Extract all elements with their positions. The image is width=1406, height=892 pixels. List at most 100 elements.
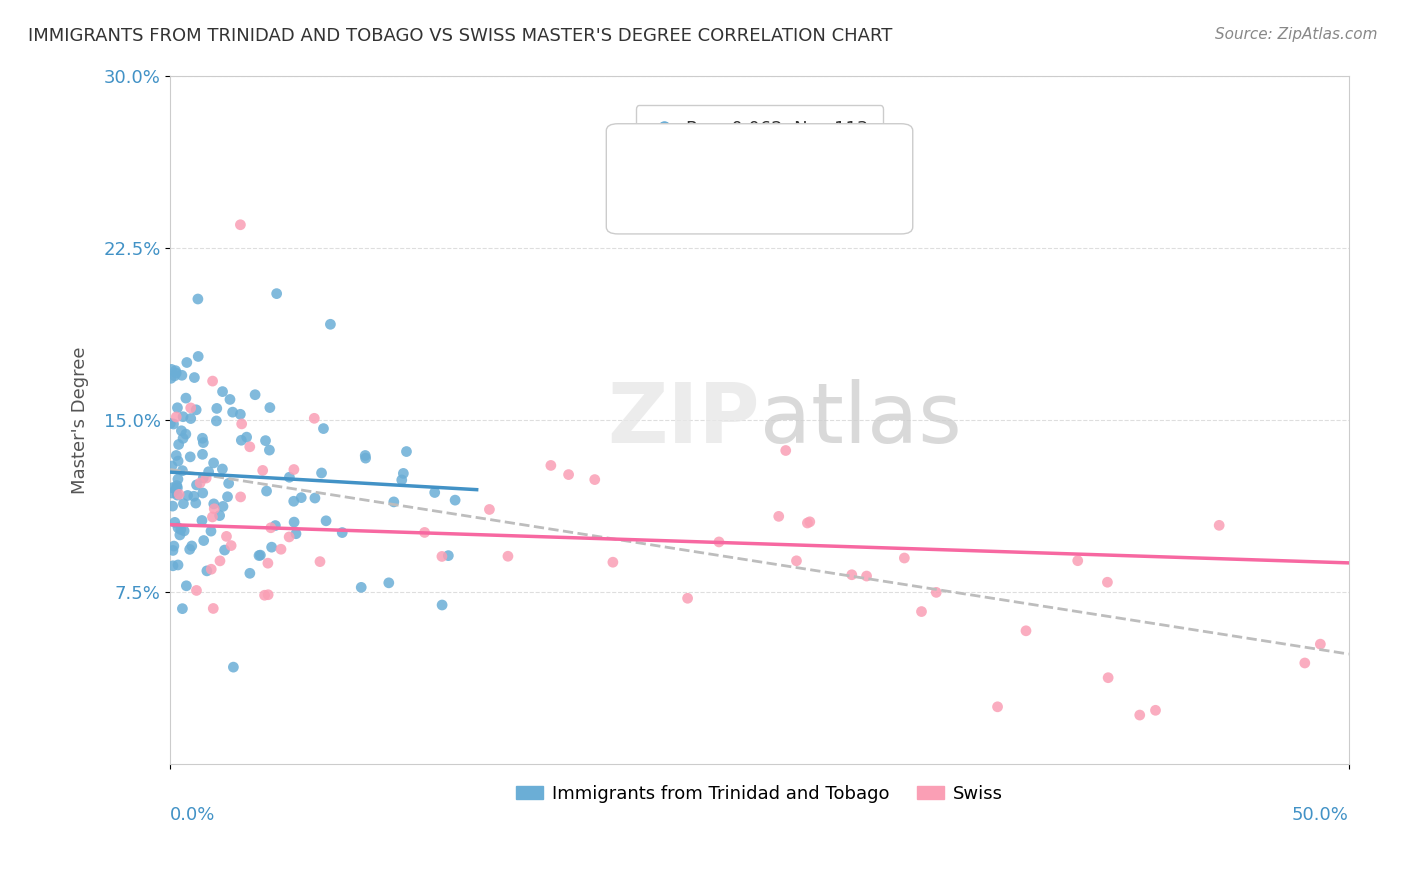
Point [195, 471, 218, 485]
Point [309, 555, 332, 569]
Point [172, 497, 194, 511]
Point [170, 424, 193, 438]
Point [315, 514, 337, 528]
Point [382, 495, 405, 509]
Point [186, 478, 208, 492]
Point [202, 601, 225, 615]
Point [202, 501, 225, 516]
Point [290, 491, 312, 505]
Point [676, 591, 699, 606]
Point [167, 472, 190, 486]
Point [186, 583, 208, 598]
Point [180, 401, 202, 415]
Point [1067, 554, 1090, 568]
Point [430, 549, 453, 564]
Point [176, 579, 198, 593]
Point [796, 516, 818, 530]
Point [193, 471, 215, 485]
Point [166, 488, 188, 502]
Point [354, 451, 377, 466]
Point [768, 509, 790, 524]
Point [205, 401, 228, 416]
Point [197, 465, 219, 479]
Point [437, 549, 460, 563]
Text: 50.0%: 50.0% [1292, 805, 1348, 823]
Point [283, 462, 305, 476]
Point [167, 558, 190, 572]
Point [180, 539, 202, 553]
Point [1097, 671, 1119, 685]
Point [219, 392, 242, 407]
Point [910, 605, 932, 619]
Point [162, 558, 184, 573]
Point [423, 485, 446, 500]
Point [187, 350, 209, 364]
Point [330, 525, 353, 540]
Point [229, 490, 252, 504]
Point [214, 543, 236, 558]
Point [278, 530, 301, 544]
Point [187, 292, 209, 306]
Point [350, 580, 373, 594]
Point [430, 598, 453, 612]
Point [252, 463, 274, 477]
Point [165, 449, 187, 463]
Point [304, 491, 326, 505]
Point [283, 515, 305, 529]
Text: IMMIGRANTS FROM TRINIDAD AND TOBAGO VS SWISS MASTER'S DEGREE CORRELATION CHART: IMMIGRANTS FROM TRINIDAD AND TOBAGO VS S… [28, 27, 893, 45]
Point [219, 539, 242, 553]
Point [260, 521, 283, 535]
Point [176, 355, 198, 369]
Text: atlas: atlas [759, 379, 962, 460]
Point [235, 430, 257, 444]
Point [1208, 518, 1230, 533]
Point [163, 539, 186, 553]
Y-axis label: Master's Degree: Master's Degree [72, 346, 89, 493]
Point [172, 431, 194, 445]
Point [165, 483, 187, 497]
Point [183, 370, 205, 384]
Point [160, 362, 183, 376]
Point [496, 549, 519, 564]
Point [176, 488, 198, 502]
Text: 0.0%: 0.0% [170, 805, 215, 823]
Point [987, 699, 1010, 714]
Point [162, 543, 184, 558]
Point [201, 510, 224, 524]
Point [165, 366, 187, 380]
Point [193, 533, 215, 548]
Point [395, 444, 418, 458]
Point [311, 466, 333, 480]
Point [215, 529, 238, 543]
Point [160, 486, 183, 500]
Point [200, 562, 222, 576]
Point [172, 601, 194, 615]
Point [183, 489, 205, 503]
Point [260, 540, 283, 554]
Point [1097, 575, 1119, 590]
Point [855, 569, 877, 583]
Point [167, 521, 190, 535]
Point [319, 318, 342, 332]
Point [165, 409, 187, 424]
Point [259, 401, 281, 415]
Point [259, 443, 281, 458]
Point [170, 523, 193, 537]
Legend: Immigrants from Trinidad and Tobago, Swiss: Immigrants from Trinidad and Tobago, Swi… [509, 778, 1010, 810]
Point [378, 575, 401, 590]
Point [229, 218, 252, 232]
Point [191, 447, 214, 461]
Point [208, 508, 231, 523]
Point [354, 449, 377, 463]
Point [283, 494, 305, 508]
Point [167, 487, 190, 501]
Point [180, 411, 202, 425]
Point [231, 434, 253, 448]
Point [211, 384, 233, 399]
Point [1294, 656, 1316, 670]
Point [925, 585, 948, 599]
Point [799, 515, 821, 529]
Point [312, 421, 335, 435]
Point [270, 542, 292, 557]
Point [159, 417, 181, 431]
